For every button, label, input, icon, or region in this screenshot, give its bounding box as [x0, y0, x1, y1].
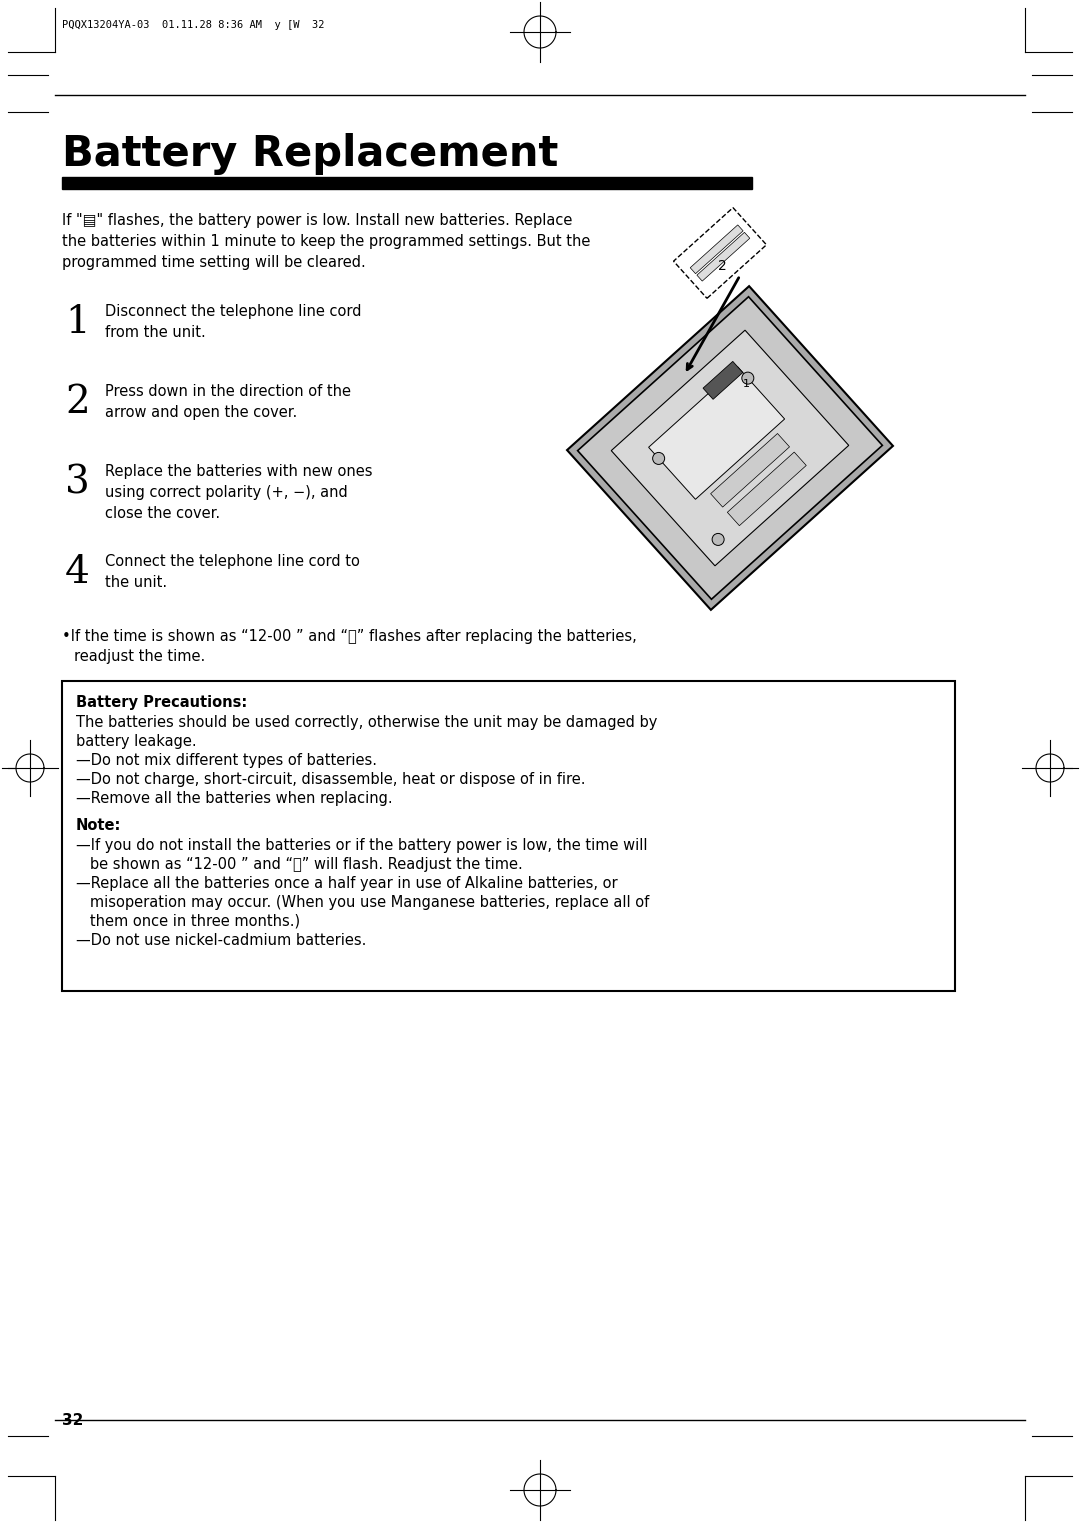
- Text: —Do not charge, short-circuit, disassemble, heat or dispose of in fire.: —Do not charge, short-circuit, disassemb…: [76, 772, 585, 787]
- Text: 4: 4: [65, 555, 90, 591]
- Text: Connect the telephone line cord to
the unit.: Connect the telephone line cord to the u…: [105, 555, 360, 590]
- Text: the batteries within 1 minute to keep the programmed settings. But the: the batteries within 1 minute to keep th…: [62, 234, 591, 249]
- Text: —If you do not install the batteries or if the battery power is low, the time wi: —If you do not install the batteries or …: [76, 837, 648, 853]
- Polygon shape: [711, 434, 789, 507]
- Circle shape: [712, 533, 724, 545]
- Text: programmed time setting will be cleared.: programmed time setting will be cleared.: [62, 255, 366, 270]
- Polygon shape: [727, 452, 807, 526]
- Bar: [62, 177, 752, 189]
- Polygon shape: [690, 225, 743, 274]
- Bar: [62, 681, 955, 992]
- Polygon shape: [567, 286, 893, 610]
- Circle shape: [652, 452, 664, 465]
- Text: readjust the time.: readjust the time.: [75, 649, 205, 665]
- Polygon shape: [611, 330, 849, 565]
- Text: —Remove all the batteries when replacing.: —Remove all the batteries when replacing…: [76, 792, 393, 805]
- Text: The batteries should be used correctly, otherwise the unit may be damaged by: The batteries should be used correctly, …: [76, 715, 658, 730]
- Text: If "▤" flashes, the battery power is low. Install new batteries. Replace: If "▤" flashes, the battery power is low…: [62, 212, 572, 228]
- Text: 3: 3: [65, 465, 90, 501]
- Text: misoperation may occur. (When you use Manganese batteries, replace all of: misoperation may occur. (When you use Ma…: [76, 895, 649, 911]
- Circle shape: [742, 373, 754, 384]
- Text: •If the time is shown as “12-00 ” and “ⓣ” flashes after replacing the batteries,: •If the time is shown as “12-00 ” and “ⓣ…: [62, 630, 637, 643]
- Text: PQQX13204YA-03  01.11.28 8:36 AM  y [W  32: PQQX13204YA-03 01.11.28 8:36 AM y [W 32: [62, 20, 324, 31]
- Text: them once in three months.): them once in three months.): [76, 914, 300, 929]
- Polygon shape: [674, 208, 767, 298]
- Text: Disconnect the telephone line cord
from the unit.: Disconnect the telephone line cord from …: [105, 304, 362, 341]
- Text: —Replace all the batteries once a half year in use of Alkaline batteries, or: —Replace all the batteries once a half y…: [76, 876, 618, 891]
- Polygon shape: [703, 362, 743, 399]
- Text: —Do not use nickel-cadmium batteries.: —Do not use nickel-cadmium batteries.: [76, 934, 366, 947]
- Text: —Do not mix different types of batteries.: —Do not mix different types of batteries…: [76, 753, 377, 769]
- Text: 2: 2: [718, 260, 727, 274]
- Text: 2: 2: [65, 384, 90, 422]
- Text: be shown as “12-00 ” and “ⓣ” will flash. Readjust the time.: be shown as “12-00 ” and “ⓣ” will flash.…: [76, 857, 523, 872]
- Text: Press down in the direction of the
arrow and open the cover.: Press down in the direction of the arrow…: [105, 384, 351, 420]
- Text: Note:: Note:: [76, 817, 121, 833]
- Text: Replace the batteries with new ones
using correct polarity (+, −), and
close the: Replace the batteries with new ones usin…: [105, 465, 373, 521]
- Polygon shape: [578, 296, 882, 599]
- Text: 1: 1: [743, 379, 750, 388]
- Text: Battery Precautions:: Battery Precautions:: [76, 695, 247, 711]
- Text: Battery Replacement: Battery Replacement: [62, 133, 558, 176]
- Text: 32: 32: [62, 1413, 83, 1429]
- Polygon shape: [649, 367, 785, 500]
- Text: battery leakage.: battery leakage.: [76, 733, 197, 749]
- Text: 1: 1: [65, 304, 90, 341]
- Polygon shape: [697, 232, 750, 281]
